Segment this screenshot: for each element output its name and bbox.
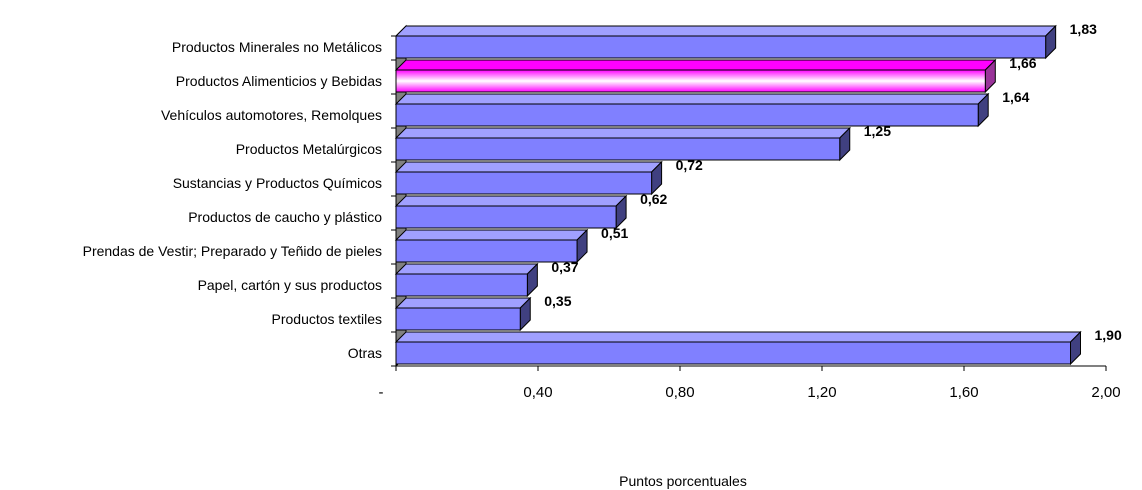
- category-label: Papel, cartón y sus productos: [198, 277, 382, 293]
- bar-top-face: [394, 229, 589, 241]
- x-tick-label: 0,80: [665, 384, 694, 401]
- category-label: Otras: [348, 345, 382, 361]
- x-axis-title: Puntos porcentuales: [619, 473, 747, 489]
- bar-top-face: [394, 25, 1057, 37]
- bar: [394, 296, 532, 332]
- bar-top-face: [394, 161, 663, 173]
- bar: [394, 262, 539, 298]
- bar-top-face: [394, 195, 628, 207]
- bar: [394, 58, 997, 94]
- category-label: Prendas de Vestir; Preparado y Teñido de…: [83, 243, 382, 259]
- category-label: Productos Minerales no Metálicos: [172, 39, 382, 55]
- data-label: 1,66: [1009, 55, 1036, 71]
- category-label: Productos de caucho y plástico: [188, 209, 382, 225]
- data-label: 0,51: [601, 225, 628, 241]
- bar-front-face: [395, 307, 521, 331]
- bar: [394, 24, 1057, 60]
- category-label: Vehículos automotores, Remolques: [161, 107, 382, 123]
- bar-front-face: [395, 171, 653, 195]
- data-label: 1,64: [1002, 89, 1029, 105]
- bar-top-face: [394, 93, 990, 105]
- bar-highlighted: [395, 69, 986, 93]
- x-tick-label: 1,60: [949, 384, 978, 401]
- bar: [394, 194, 628, 230]
- bar-front-face: [395, 273, 528, 297]
- bar: [394, 228, 589, 264]
- bar-front-face: [395, 137, 841, 161]
- category-label: Productos Metalúrgicos: [236, 141, 382, 157]
- category-label: Productos textiles: [272, 311, 383, 327]
- data-label: 0,72: [676, 157, 703, 173]
- data-label: 1,25: [864, 123, 891, 139]
- bar: [394, 330, 1082, 366]
- bar-front-face: [395, 103, 979, 127]
- data-label: 0,37: [551, 259, 578, 275]
- category-label: Productos Alimenticios y Bebidas: [176, 73, 382, 89]
- bar-top-face: [394, 331, 1082, 343]
- bar-front-face: [395, 35, 1047, 59]
- bar-front-face: [395, 239, 578, 263]
- category-label: Sustancias y Productos Químicos: [173, 175, 382, 191]
- bar-top-face: [394, 297, 532, 309]
- bar-top-face: [394, 127, 851, 139]
- x-tick-label: 1,20: [807, 384, 836, 401]
- bar: [394, 92, 990, 128]
- bar-front-face: [395, 341, 1071, 365]
- x-tick-label: -: [379, 384, 384, 401]
- bar-top-face: [394, 59, 997, 71]
- bar: [394, 160, 663, 196]
- bar-top-face: [394, 263, 539, 275]
- x-tick-label: 0,40: [523, 384, 552, 401]
- bar: [394, 126, 851, 162]
- bar-front-face: [395, 205, 617, 229]
- data-label: 1,90: [1095, 327, 1122, 343]
- data-label: 1,83: [1070, 21, 1097, 37]
- x-tick-label: 2,00: [1091, 384, 1120, 401]
- data-label: 0,35: [544, 293, 571, 309]
- data-label: 0,62: [640, 191, 667, 207]
